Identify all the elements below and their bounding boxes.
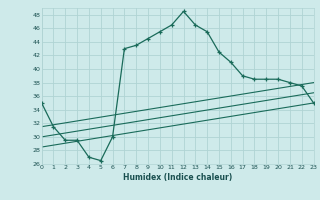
X-axis label: Humidex (Indice chaleur): Humidex (Indice chaleur) — [123, 173, 232, 182]
